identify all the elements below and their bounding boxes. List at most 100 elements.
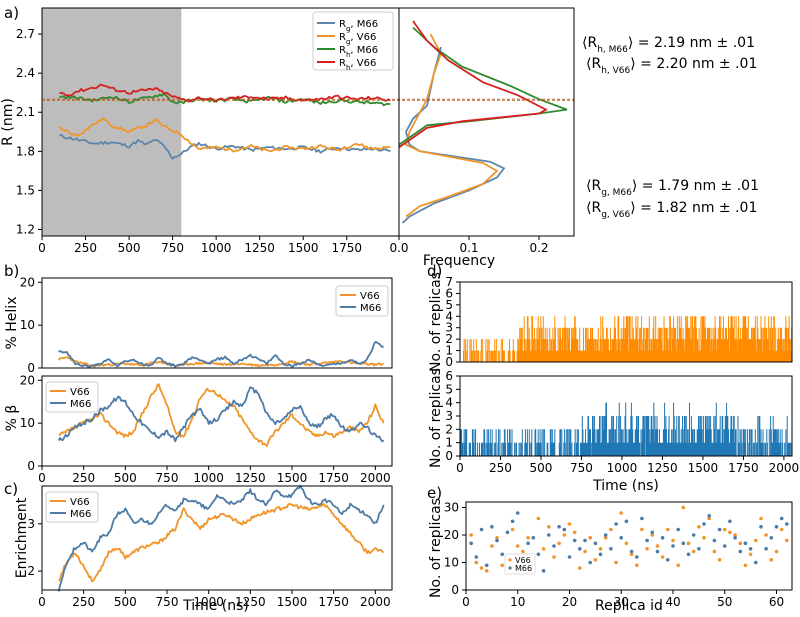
- axis-c-ylabel: Enrichment: [14, 497, 30, 578]
- legend-c: [45, 491, 99, 523]
- text-part: h: [346, 64, 350, 72]
- axis-a-right-x-tick-label: 0.1: [459, 241, 478, 255]
- scatter-point: [686, 541, 691, 546]
- axis-a-y-tick-label: 2.1: [16, 105, 35, 119]
- scatter-point: [785, 538, 789, 543]
- text-part: ⟨R: [586, 200, 601, 216]
- beta-line: [57, 386, 385, 443]
- scatter-point: [526, 536, 530, 540]
- axes-b-beta: [41, 375, 393, 467]
- axis-c-x-tick-label: 500: [114, 595, 137, 609]
- axis-d-y-tick-label: 3: [445, 409, 453, 423]
- text-part: , M66: [350, 19, 378, 30]
- scatter-point: [743, 541, 748, 546]
- scatter-point: [707, 516, 711, 521]
- axis-a-right-xlabel: Frequency: [423, 253, 495, 269]
- axis-e-x-tick-label: 50: [717, 595, 732, 609]
- axis-c-x-tick-label: 0: [38, 595, 46, 609]
- scatter-point: [697, 547, 701, 551]
- panel-label-a: a): [4, 4, 19, 22]
- axis-d-x-tick-label: 1750: [728, 461, 759, 475]
- scatter-point: [785, 522, 789, 526]
- scatter-point: [676, 527, 680, 532]
- axis-c-x-tick-label: 1000: [193, 595, 224, 609]
- scatter-point: [567, 522, 572, 526]
- axis-c-x-tick-label: 1250: [235, 595, 266, 609]
- legend-b-label: M66: [360, 303, 381, 314]
- axis-b-beta-x-tick-label: 250: [72, 471, 95, 485]
- axis-d-y-tick-label: 5: [445, 382, 453, 396]
- axis-b-beta-x-tick-label: 1750: [318, 471, 349, 485]
- scatter-point: [666, 527, 670, 532]
- text-part: h, V66: [601, 66, 630, 76]
- axis-d-y-tick-label: 2: [445, 422, 453, 436]
- scatter-point: [624, 541, 629, 546]
- scatter-point: [536, 552, 541, 557]
- scatter-point: [712, 549, 717, 554]
- scatter-point: [572, 530, 577, 535]
- legend-a-label: Rg, V66: [339, 32, 376, 46]
- scatter-point: [624, 519, 629, 524]
- scatter-point: [495, 538, 499, 543]
- mean-annotation: ⟨Rg, M66⟩ = 1.79 nm ± .01: [586, 178, 759, 198]
- text-part: , M66: [350, 45, 378, 56]
- scatter-point: [712, 538, 717, 543]
- scatter-point: [484, 563, 489, 568]
- scatter-point: [717, 527, 722, 532]
- scatter-point: [552, 555, 556, 559]
- axis-a-y-tick-label: 2.7: [16, 27, 35, 41]
- scatter-point: [578, 566, 582, 570]
- axis-d-x-tick-label: 1250: [647, 461, 678, 475]
- scatter-point: [759, 525, 763, 529]
- scatter-point: [562, 527, 567, 532]
- axis-c-y-tick-label: 3: [27, 517, 35, 531]
- axis-b-beta-x-tick-label: 1250: [235, 471, 266, 485]
- scatter-point: [588, 560, 592, 565]
- mean-annotation: ⟨Rh, M66⟩ = 2.19 nm ± .01: [582, 35, 755, 55]
- panel-label-e: e): [427, 484, 442, 502]
- axis-e-ylabel: No. of replicas: [428, 498, 444, 598]
- axis-b-beta-x-tick-label: 0: [38, 471, 46, 485]
- axes-e: [465, 501, 793, 591]
- text-part: g: [346, 25, 350, 33]
- scatter-point: [666, 558, 670, 562]
- replica-count-bars: [460, 402, 793, 456]
- text-part: g: [346, 38, 350, 46]
- axis-e-y-tick-label: 30: [444, 501, 459, 515]
- axis-d-y-tick-label: 2: [445, 332, 453, 346]
- text-part: h, M66: [597, 45, 628, 55]
- scatter-point: [681, 505, 686, 510]
- axis-a-y-tick-label: 1.8: [16, 144, 35, 158]
- legend-b-label: V66: [360, 291, 380, 302]
- text-part: ⟩ = 2.19 nm ± .01: [628, 35, 755, 51]
- axis-d-x-tick-label: 0: [456, 461, 464, 475]
- text-part: ⟩ = 1.79 nm ± .01: [632, 178, 759, 194]
- scatter-point: [748, 547, 753, 551]
- scatter-point: [552, 544, 556, 548]
- scatter-point: [738, 541, 743, 546]
- legend-e-label: V66: [515, 556, 531, 565]
- text-part: R: [339, 19, 346, 30]
- scatter-point: [686, 552, 691, 557]
- legend-b-lower-label: M66: [70, 399, 91, 410]
- axis-d-x-tick-label: 1000: [607, 461, 638, 475]
- text-part: g, V66: [601, 210, 630, 220]
- axis-e-y-tick-label: 20: [444, 528, 459, 542]
- legend-b-lower: [45, 381, 99, 413]
- axes-c: [41, 485, 393, 591]
- scatter-point: [495, 536, 499, 540]
- axis-a-ylabel: R (nm): [0, 98, 16, 146]
- scatter-point: [614, 522, 618, 526]
- scatter-point: [650, 533, 655, 537]
- enrichment-line: [57, 502, 384, 583]
- scatter-point: [629, 552, 634, 557]
- axis-d-y-tick-label: 1: [445, 436, 453, 450]
- axis-b-beta-y-tick-label: 0: [27, 459, 35, 473]
- legend-e-swatch: [508, 566, 512, 570]
- axis-e-x-tick-label: 10: [510, 595, 525, 609]
- legend-a-label: Rh, V66: [339, 58, 376, 72]
- scatter-point: [769, 558, 774, 562]
- text-part: R: [339, 32, 346, 43]
- scatter-point: [557, 525, 561, 529]
- text-part: ⟨R: [586, 178, 601, 194]
